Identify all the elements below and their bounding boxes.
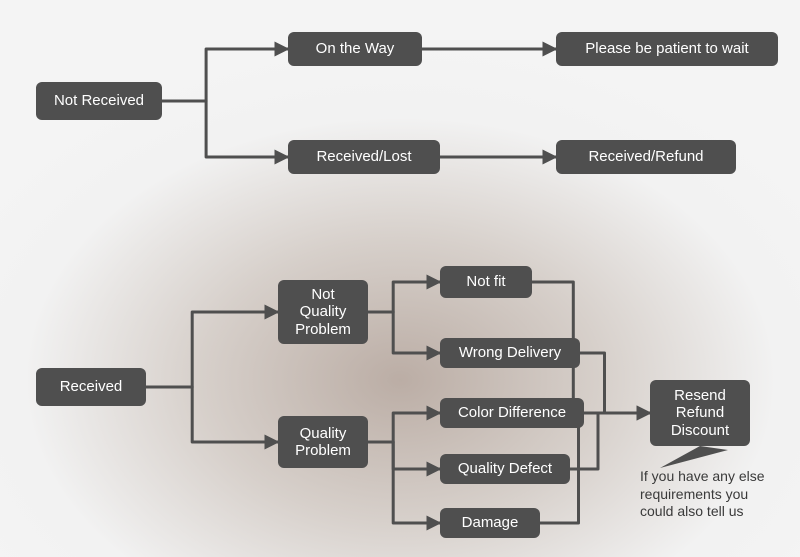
- edge-received-to-quality: [146, 387, 278, 442]
- flowchart-node-received: Received: [36, 368, 146, 406]
- flowchart-node-quality: Quality Problem: [278, 416, 368, 468]
- flowchart-node-on-the-way: On the Way: [288, 32, 422, 66]
- edge-quality-to-quality-defect: [368, 442, 440, 469]
- edge-not-quality-to-wrong-delivery: [368, 312, 440, 353]
- annotation-text: If you have any else requirements you co…: [640, 468, 800, 521]
- edge-received-to-not-quality: [146, 312, 278, 387]
- edge-quality-to-color-diff: [368, 413, 440, 442]
- edge-quality-to-damage: [368, 442, 440, 523]
- flowchart-node-resend: Resend Refund Discount: [650, 380, 750, 446]
- edge-wrong-delivery-to-resend: [580, 353, 650, 413]
- annotation-pointer: [660, 446, 728, 468]
- flowchart-node-received-refund: Received/Refund: [556, 140, 736, 174]
- flowchart-canvas: Not Received On the Way Please be patient …: [0, 0, 800, 557]
- edge-not-received-to-received-lost: [162, 101, 288, 157]
- flowchart-node-not-fit: Not fit: [440, 266, 532, 298]
- flowchart-node-patient: Please be patient to wait: [556, 32, 778, 66]
- flowchart-node-wrong-delivery: Wrong Delivery: [440, 338, 580, 368]
- flowchart-node-not-received: Not Received: [36, 82, 162, 120]
- flowchart-node-received-lost: Received/Lost: [288, 140, 440, 174]
- flowchart-node-quality-defect: Quality Defect: [440, 454, 570, 484]
- flowchart-node-not-quality: Not Quality Problem: [278, 280, 368, 344]
- flowchart-node-color-diff: Color Difference: [440, 398, 584, 428]
- edge-not-received-to-on-the-way: [162, 49, 288, 101]
- edge-not-quality-to-not-fit: [368, 282, 440, 312]
- flowchart-node-damage: Damage: [440, 508, 540, 538]
